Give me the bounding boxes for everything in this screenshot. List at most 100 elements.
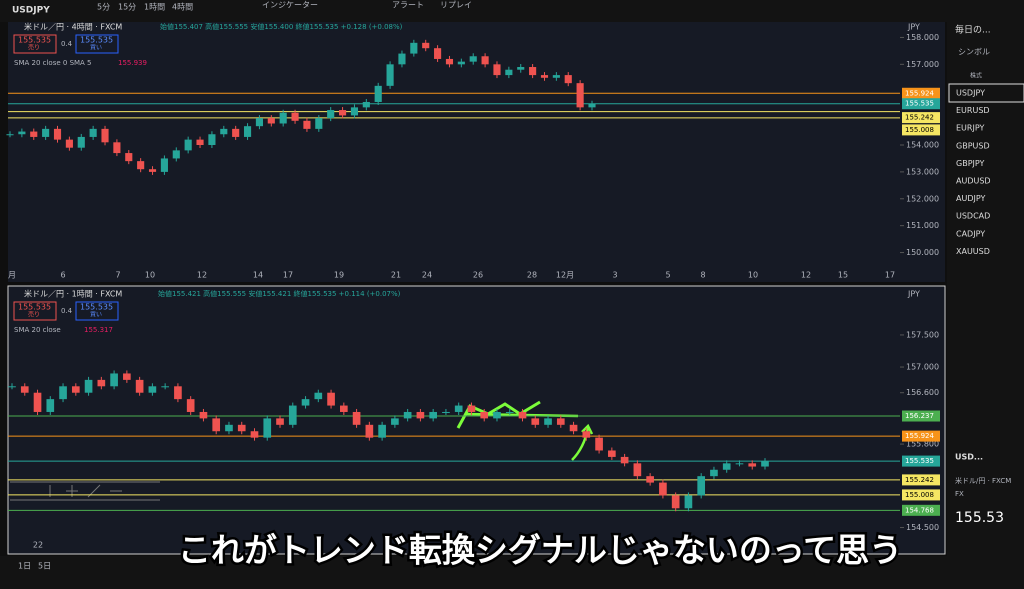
- indicators-button[interactable]: インジケーター: [262, 1, 318, 10]
- candle: [71, 386, 80, 393]
- price-tag-label: 155.924: [905, 432, 934, 440]
- candle: [517, 67, 525, 70]
- candle: [422, 42, 430, 49]
- price-tag: [902, 87, 940, 99]
- price-tag-label: 155.008: [905, 491, 934, 499]
- buy-label: 買い: [90, 45, 102, 52]
- candle: [410, 42, 418, 54]
- pane-title: 米ドル／円 · 1時間 · FXCM: [24, 289, 122, 299]
- spread: 0.4: [61, 40, 73, 48]
- candle: [301, 399, 310, 406]
- interval[interactable]: 1時間: [144, 3, 165, 12]
- candle: [633, 463, 642, 477]
- candle: [314, 392, 323, 400]
- candle: [53, 128, 62, 140]
- price-tag-label: 155.242: [905, 476, 934, 484]
- candle: [391, 418, 399, 425]
- candle: [564, 75, 572, 84]
- candle: [208, 134, 216, 145]
- candle: [148, 169, 157, 172]
- watchlist-symbol[interactable]: EURUSD: [956, 106, 990, 115]
- candle: [378, 424, 386, 438]
- watchlist: [947, 16, 1024, 589]
- price-tag-label: 155.535: [905, 100, 934, 108]
- candle: [291, 112, 299, 121]
- watchlist-symbol[interactable]: USDCAD: [956, 212, 990, 221]
- candle: [220, 128, 228, 135]
- candle: [480, 411, 489, 419]
- y-tick-label: 157.000: [906, 363, 939, 372]
- price-tag-label: 155.242: [905, 114, 934, 122]
- sma-label: SMA 20 close: [14, 326, 61, 334]
- candle: [46, 399, 55, 412]
- y-tick-label: 154.500: [906, 523, 939, 532]
- candle: [481, 56, 489, 65]
- watchlist-symbol[interactable]: GBPUSD: [956, 141, 990, 150]
- replay-button[interactable]: リプレイ: [440, 1, 472, 10]
- watchlist-symbol[interactable]: XAUUSD: [956, 247, 990, 256]
- candle: [454, 405, 463, 412]
- date-label: 12: [197, 271, 207, 280]
- y-tick-label: 157.500: [906, 330, 939, 339]
- sell-button[interactable]: [13, 301, 57, 321]
- candle: [529, 67, 537, 76]
- date-label: 17: [283, 271, 293, 280]
- buy-button[interactable]: [75, 301, 119, 321]
- price-tag: [902, 489, 940, 501]
- candle: [697, 476, 706, 496]
- range-button[interactable]: 1日: [18, 562, 31, 571]
- sell-price: 155.535: [18, 303, 51, 312]
- date-label: 8: [700, 271, 705, 280]
- interval[interactable]: 4時間: [172, 3, 193, 12]
- date-label: 22: [33, 541, 43, 550]
- y-tick-label: 154.000: [906, 141, 939, 150]
- watchlist-symbol[interactable]: GBPJPY: [956, 159, 985, 168]
- subtitle: これがトレンド転換シグナルじゃないのって思う: [178, 531, 902, 570]
- candle: [386, 64, 394, 86]
- candle: [6, 134, 14, 136]
- spread: 0.4: [61, 307, 73, 315]
- date-label: 5: [665, 271, 670, 280]
- candle: [303, 120, 311, 129]
- watchlist-group: 株式: [970, 72, 982, 80]
- candle: [186, 399, 195, 412]
- watchlist-title[interactable]: 毎日の...: [955, 24, 991, 36]
- interval[interactable]: 5分: [97, 3, 110, 12]
- price-tag: [902, 98, 940, 110]
- candle: [267, 118, 275, 124]
- candle: [684, 495, 693, 509]
- candle: [243, 126, 252, 137]
- buy-price: 155.535: [80, 36, 113, 45]
- candle: [340, 405, 348, 412]
- buy-button[interactable]: [75, 34, 119, 54]
- watchlist-symbol[interactable]: AUDUSD: [956, 177, 991, 186]
- candle: [722, 463, 731, 470]
- candle: [161, 386, 169, 388]
- candle: [18, 131, 26, 135]
- watchlist-symbol[interactable]: AUDJPY: [956, 194, 985, 203]
- range-button[interactable]: 5日: [38, 562, 51, 571]
- candle: [288, 405, 297, 425]
- candle: [556, 418, 565, 425]
- candle: [327, 392, 335, 406]
- candle: [434, 48, 442, 59]
- symbol-search[interactable]: USDJPY: [12, 6, 50, 16]
- candle: [352, 411, 361, 425]
- watchlist-symbol[interactable]: CADJPY: [956, 229, 985, 238]
- alert-button[interactable]: アラート: [392, 1, 424, 10]
- candle: [135, 379, 144, 393]
- sell-button[interactable]: [13, 34, 57, 54]
- watchlist-symbol[interactable]: EURJPY: [956, 124, 984, 133]
- candle: [160, 158, 168, 172]
- detail-symbol: USD...: [955, 453, 983, 462]
- watchlist-symbol[interactable]: USDJPY: [956, 89, 985, 98]
- interval[interactable]: 15分: [118, 3, 136, 12]
- candle: [416, 411, 425, 419]
- candle: [582, 431, 591, 438]
- sell-price: 155.535: [18, 36, 51, 45]
- price-tag-label: 155.008: [905, 126, 934, 134]
- candle: [595, 437, 603, 451]
- candle: [540, 75, 549, 78]
- date-label: 26: [473, 271, 483, 280]
